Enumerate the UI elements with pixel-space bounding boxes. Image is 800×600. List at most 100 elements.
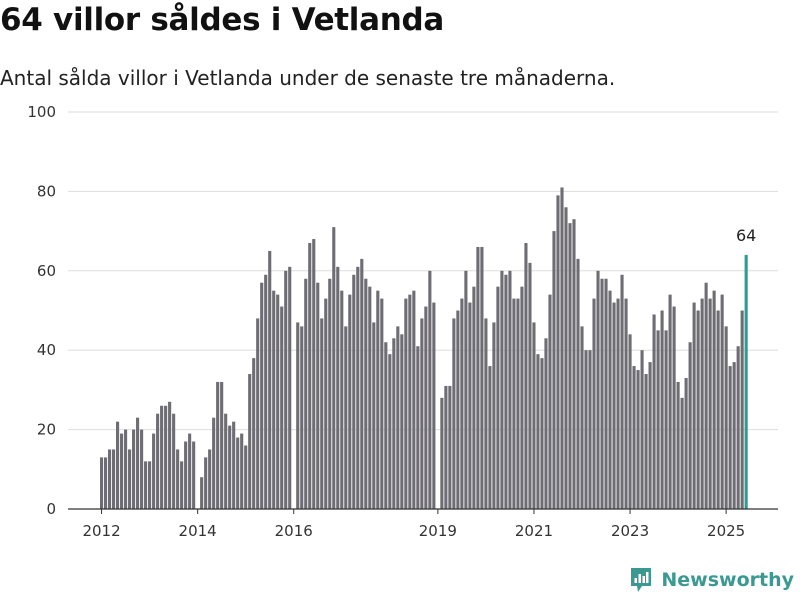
last-value-label: 64 bbox=[736, 226, 756, 245]
bar bbox=[152, 433, 156, 509]
bar bbox=[440, 397, 444, 509]
bar bbox=[388, 354, 392, 509]
bar bbox=[384, 342, 388, 509]
bar bbox=[224, 413, 228, 509]
bar bbox=[420, 318, 424, 509]
bar bbox=[580, 326, 584, 509]
bar bbox=[392, 338, 396, 509]
bar bbox=[740, 310, 744, 509]
bar bbox=[460, 298, 464, 509]
bar bbox=[108, 449, 112, 509]
bar bbox=[556, 195, 560, 509]
bar bbox=[732, 362, 736, 509]
bar bbox=[132, 429, 136, 509]
bar bbox=[264, 274, 268, 509]
bar bbox=[584, 350, 588, 509]
bar bbox=[164, 405, 168, 509]
bar bbox=[244, 445, 248, 509]
bar bbox=[172, 413, 176, 509]
bar bbox=[724, 326, 728, 509]
bar bbox=[696, 310, 700, 509]
bar bbox=[428, 270, 432, 509]
bar-latest bbox=[744, 254, 748, 509]
bar bbox=[376, 290, 380, 509]
bar bbox=[116, 421, 120, 509]
bar bbox=[736, 346, 740, 509]
bar bbox=[100, 457, 104, 509]
bar bbox=[520, 286, 524, 509]
y-tick-label: 0 bbox=[46, 500, 56, 518]
bar bbox=[184, 441, 188, 509]
bar bbox=[672, 306, 676, 509]
bar bbox=[704, 282, 708, 509]
bar bbox=[124, 429, 128, 509]
bar bbox=[648, 362, 652, 509]
bar bbox=[668, 294, 672, 509]
bar bbox=[552, 231, 556, 509]
y-tick-label: 40 bbox=[37, 341, 56, 359]
bar bbox=[664, 330, 668, 509]
bar bbox=[516, 298, 520, 509]
bar bbox=[548, 294, 552, 509]
bar bbox=[228, 425, 232, 509]
bar bbox=[568, 223, 572, 509]
bar bbox=[404, 298, 408, 509]
bar bbox=[304, 278, 308, 509]
bar bbox=[256, 318, 260, 509]
bar bbox=[232, 421, 236, 509]
bar bbox=[204, 457, 208, 509]
bar bbox=[340, 290, 344, 509]
bar bbox=[368, 286, 372, 509]
bar bbox=[288, 266, 292, 509]
bar bbox=[148, 461, 152, 509]
x-tick-label: 2019 bbox=[419, 522, 457, 540]
bar bbox=[448, 385, 452, 509]
y-tick-label: 100 bbox=[27, 103, 56, 121]
bar bbox=[688, 342, 692, 509]
bar bbox=[128, 449, 132, 509]
bar bbox=[432, 302, 436, 509]
bar bbox=[324, 298, 328, 509]
bar bbox=[360, 258, 364, 509]
brand-name: Newsworthy bbox=[661, 569, 794, 591]
bar bbox=[504, 274, 508, 509]
bar bbox=[508, 270, 512, 509]
bar bbox=[708, 298, 712, 509]
bar bbox=[716, 310, 720, 509]
bar bbox=[620, 274, 624, 509]
bar bbox=[684, 377, 688, 509]
bar bbox=[332, 227, 336, 509]
bar bbox=[112, 449, 116, 509]
bar bbox=[628, 334, 632, 509]
bar bbox=[192, 441, 196, 509]
bar bbox=[700, 298, 704, 509]
bar bbox=[396, 326, 400, 509]
bar bbox=[600, 278, 604, 509]
bar bbox=[176, 449, 180, 509]
bar bbox=[156, 413, 160, 509]
bar bbox=[364, 278, 368, 509]
x-tick-label: 2016 bbox=[275, 522, 313, 540]
bar bbox=[104, 457, 108, 509]
bar bbox=[536, 354, 540, 509]
bar bbox=[276, 294, 280, 509]
bar bbox=[488, 366, 492, 509]
annotations: 64 bbox=[736, 226, 756, 245]
bar bbox=[728, 366, 732, 509]
bar bbox=[200, 477, 204, 509]
bar bbox=[636, 370, 640, 509]
bar bbox=[160, 405, 164, 509]
bar bbox=[220, 381, 224, 509]
bar bbox=[640, 350, 644, 509]
bar bbox=[532, 322, 536, 509]
bar bbox=[260, 282, 264, 509]
bar bbox=[692, 302, 696, 509]
bar bbox=[188, 433, 192, 509]
bar bbox=[616, 298, 620, 509]
bar bbox=[180, 461, 184, 509]
bar bbox=[652, 314, 656, 509]
bar bbox=[576, 258, 580, 509]
bar bbox=[500, 270, 504, 509]
bar bbox=[208, 449, 212, 509]
